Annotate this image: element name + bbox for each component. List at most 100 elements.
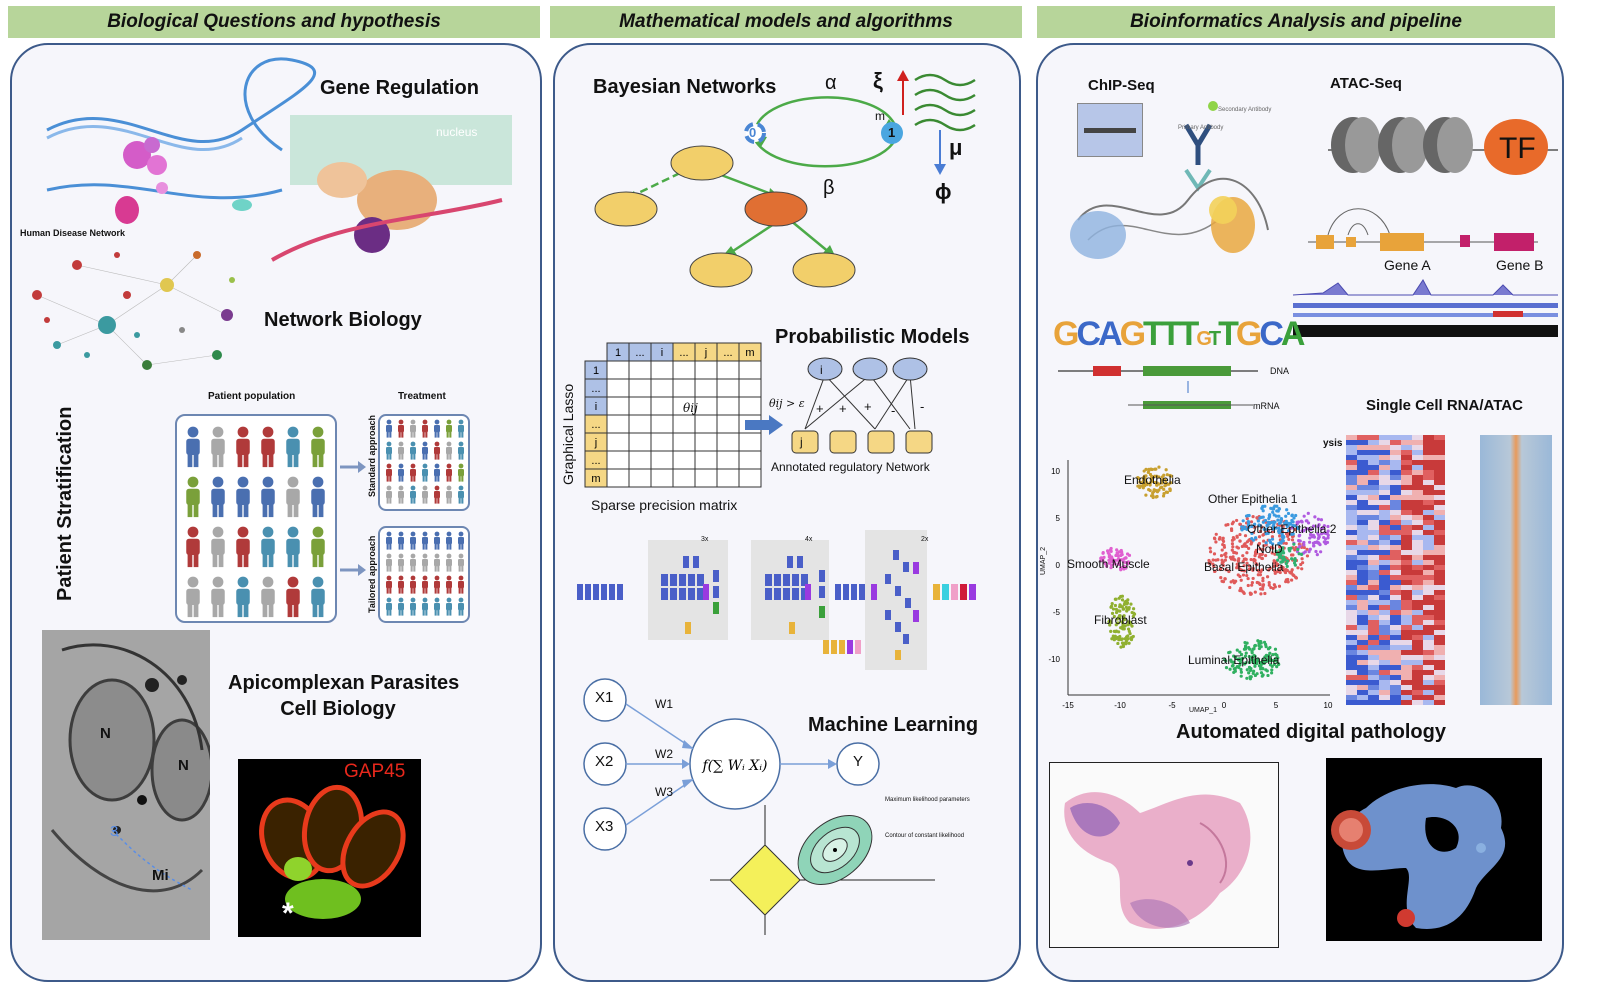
umap-point: [1260, 660, 1264, 664]
heatmap-cell: [1368, 545, 1379, 550]
heatmap-cell: [1401, 610, 1412, 615]
umap-point: [1109, 566, 1113, 570]
heatmap-cell: [1368, 540, 1379, 545]
person-figure: [458, 419, 464, 438]
heatmap-cell: [1357, 470, 1368, 475]
matrix-col-label: ...: [635, 347, 644, 359]
person-figure: [211, 476, 225, 518]
heatmap-cell: [1346, 695, 1357, 700]
umap-point: [1257, 541, 1262, 546]
umap-point: [1261, 579, 1265, 583]
heatmap-cell: [1368, 695, 1379, 700]
umap-point: [1251, 576, 1255, 581]
heatmap-cell: [1346, 530, 1357, 535]
matrix-cell: [694, 450, 718, 470]
person-figure: [398, 575, 404, 594]
umap-point: [1261, 547, 1265, 552]
person-figure: [386, 531, 392, 550]
asterisk-marker: *: [282, 897, 294, 930]
umap-point: [1288, 522, 1293, 526]
heatmap-cell: [1346, 580, 1357, 585]
matrix-row-label: ...: [591, 383, 600, 395]
umap-point: [1155, 494, 1159, 499]
matrix-cell: [738, 432, 762, 452]
heatmap-cell: [1357, 600, 1368, 605]
umap-point: [1229, 527, 1234, 531]
person-figure: [311, 576, 325, 618]
weight-w3: W3: [655, 785, 673, 799]
person-figure: [458, 597, 464, 616]
umap-point: [1238, 650, 1242, 654]
atac-signal-heatmap: [1480, 435, 1552, 705]
umap-point: [1253, 673, 1257, 678]
matrix-cell: [672, 360, 696, 380]
umap-point: [1275, 659, 1279, 663]
heatmap-cell: [1434, 645, 1445, 650]
umap-point: [1231, 660, 1236, 665]
electron-micrograph: [42, 630, 210, 940]
nn-block: [617, 584, 623, 600]
matrix-row-label: ...: [591, 455, 600, 467]
nn-block: [960, 584, 967, 600]
heatmap-cell: [1434, 575, 1445, 580]
umap-y-tick: 10: [1051, 467, 1060, 476]
dna-label: DNA: [1270, 366, 1290, 376]
umap-x-tick: -10: [1114, 701, 1126, 710]
umap-point: [1302, 540, 1306, 545]
umap-point: [1254, 561, 1258, 566]
heatmap-cell: [1423, 610, 1434, 615]
heatmap-cell: [1434, 620, 1445, 625]
umap-point: [1267, 583, 1271, 587]
umap-point: [1298, 544, 1302, 548]
heatmap-cell: [1390, 510, 1401, 515]
umap-point: [1235, 534, 1239, 538]
nn-block: [797, 556, 803, 568]
umap-point: [1244, 557, 1248, 562]
umap-x-tick: -15: [1062, 701, 1074, 710]
heatmap-cell: [1412, 575, 1423, 580]
umap-point: [1230, 522, 1234, 526]
heatmap-cell: [1434, 615, 1445, 620]
umap-point: [1296, 547, 1300, 552]
heatmap-cell: [1346, 620, 1357, 625]
heatmap-cell: [1379, 540, 1390, 545]
heatmap-cell: [1379, 525, 1390, 530]
heatmap-cell: [1434, 450, 1445, 455]
nn-block: [895, 586, 901, 596]
umap-point: [1261, 657, 1265, 661]
heatmap-cell: [1434, 660, 1445, 665]
heatmap-cell: [1346, 650, 1357, 655]
apicomplexan-title-line1: Apicomplexan Parasites: [228, 672, 460, 694]
umap-point: [1326, 536, 1330, 540]
heatmap-cell: [1434, 535, 1445, 540]
heatmap-cell: [1346, 690, 1357, 695]
umap-point: [1272, 559, 1276, 563]
matrix-cell: [650, 396, 674, 416]
matrix-cell: [606, 468, 630, 488]
heatmap-cell: [1412, 640, 1423, 645]
umap-point: [1256, 568, 1260, 573]
umap-x-tick: -5: [1168, 701, 1176, 710]
matrix-cell: [738, 360, 762, 380]
umap-point: [1302, 543, 1306, 547]
umap-point: [1131, 607, 1136, 611]
matrix-cell: [650, 432, 674, 452]
umap-point: [1256, 657, 1260, 661]
nn-block: [679, 574, 686, 586]
heatmap-cell: [1412, 625, 1423, 630]
umap-point: [1157, 465, 1161, 469]
heatmap-cell: [1346, 560, 1357, 565]
heatmap-cell: [1346, 700, 1357, 705]
nn-block: [805, 584, 811, 600]
heatmap-cell: [1401, 475, 1412, 480]
umap-point: [1112, 614, 1116, 619]
heatmap-cell: [1357, 445, 1368, 450]
matrix-cell: [606, 450, 630, 470]
heatmap-cell: [1379, 690, 1390, 695]
umap-point: [1303, 550, 1307, 554]
umap-point: [1128, 620, 1132, 624]
umap-point: [1152, 489, 1156, 494]
nn-block: [661, 588, 668, 600]
heatmap-cell: [1346, 615, 1357, 620]
heatmap-cell: [1368, 530, 1379, 535]
